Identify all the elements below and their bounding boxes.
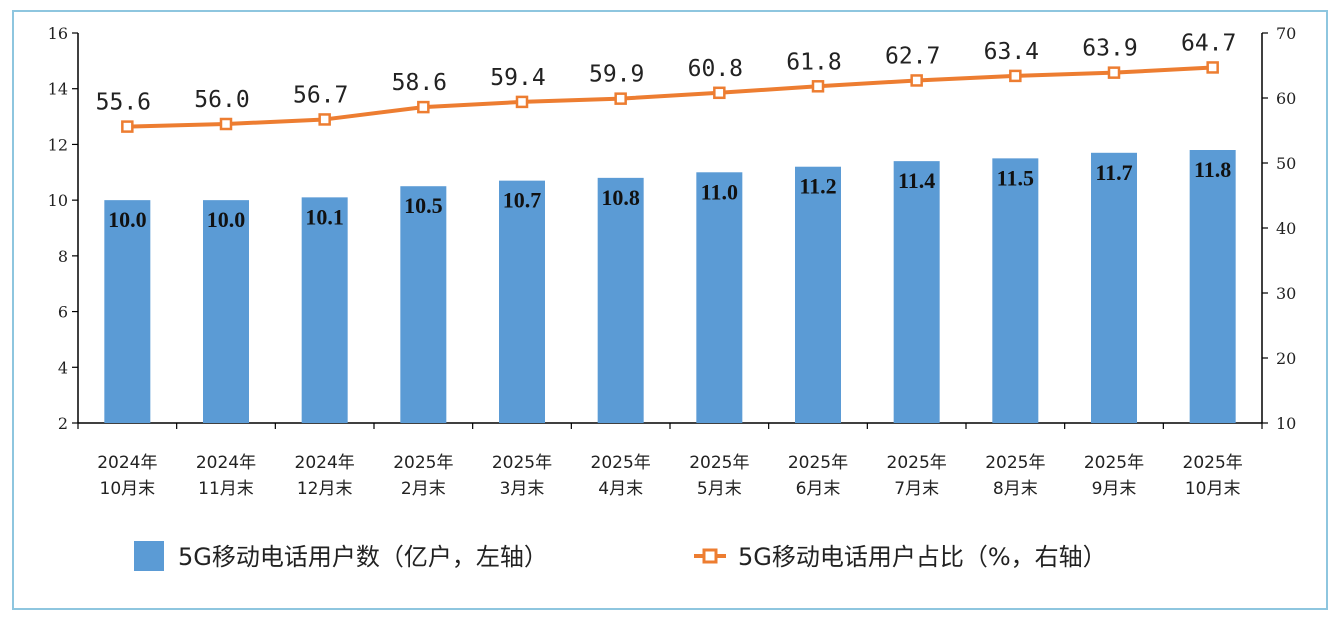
category-label-year: 2025年 (689, 453, 749, 473)
legend: 5G移动电话用户数（亿户，左轴） 5G移动电话用户占比（%，右轴） (134, 541, 1107, 571)
line-point (219, 117, 233, 131)
bar (893, 161, 940, 423)
category-label-month: 10月末 (1185, 479, 1241, 499)
line-path (127, 65, 1213, 129)
right-tick-label: 30 (1276, 284, 1296, 303)
bar-value-label: 11.7 (1095, 160, 1132, 185)
bar (597, 177, 644, 423)
line-point (811, 80, 825, 93)
category-label-month: 5月末 (697, 479, 742, 499)
line-value-label: 61.8 (786, 49, 841, 75)
line-point (515, 95, 529, 109)
category-label-year: 2024年 (295, 453, 355, 473)
category-label-month: 7月末 (894, 479, 939, 499)
right-tick-label: 60 (1276, 89, 1296, 108)
line-value-label: 59.9 (589, 62, 644, 88)
bar (203, 200, 249, 423)
data-labels: 10.0 10.0 10.1 10.5 10.7 10.8 11.0 11.2 11.4 11.5… (96, 30, 1237, 232)
category-label-year: 2025年 (887, 453, 947, 473)
right-tick-label: 10 (1276, 414, 1296, 433)
bars (104, 150, 1236, 424)
right-tick-label: 70 (1276, 24, 1296, 43)
bar-value-label: 10.8 (601, 185, 640, 210)
left-tick-label: 4 (58, 358, 68, 377)
category-label-month: 9月末 (1092, 479, 1137, 499)
category-label-month: 2月末 (401, 479, 446, 499)
left-tick-label: 16 (48, 24, 68, 43)
line-value-label: 63.4 (984, 39, 1039, 65)
bar (696, 172, 743, 423)
category-label-month: 10月末 (100, 479, 156, 499)
category-label-month: 11月末 (198, 479, 254, 499)
line-value-label: 60.8 (688, 56, 743, 82)
bar (400, 186, 447, 423)
line-value-label: 63.9 (1082, 36, 1137, 62)
line-point (713, 86, 726, 100)
axes: 2 4 6 8 10 12 14 16 10 20 30 40 50 60 70 2024年 10月末 2024年… (48, 24, 1297, 499)
line-value-label: 55.6 (96, 90, 151, 116)
bar-value-label: 10.5 (404, 193, 443, 218)
line-point (1009, 69, 1022, 83)
line-point (614, 92, 627, 105)
line-point (910, 74, 923, 87)
left-tick-label: 14 (48, 80, 68, 99)
line-value-label: 59.4 (490, 65, 545, 91)
category-label-month: 12月末 (297, 479, 353, 499)
bar-value-label: 11.2 (799, 174, 836, 199)
category-label-year: 2025年 (1084, 453, 1144, 473)
category-label-year: 2024年 (196, 453, 256, 473)
bar-value-label: 10.0 (108, 207, 147, 232)
right-tick-label: 20 (1276, 349, 1296, 368)
bar (1091, 152, 1137, 424)
bar-value-label: 11.8 (1194, 157, 1231, 182)
bar (499, 180, 545, 423)
legend-bar-swatch (134, 541, 164, 571)
category-label-year: 2025年 (492, 453, 552, 473)
legend-line-label: 5G移动电话用户占比（%，右轴） (738, 543, 1107, 571)
bar-value-label: 11.4 (898, 168, 935, 193)
line-value-label: 56.7 (293, 82, 348, 108)
right-tick-label: 40 (1276, 219, 1296, 238)
line-point (1206, 61, 1219, 74)
category-label-month: 6月末 (796, 479, 841, 499)
category-label-year: 2025年 (393, 453, 453, 473)
bar-value-label: 11.5 (997, 165, 1034, 190)
category-label-year: 2024年 (97, 453, 157, 473)
line-value-label: 58.6 (392, 70, 447, 96)
line-value-label: 56.0 (194, 87, 249, 113)
right-tick-label: 50 (1276, 154, 1296, 173)
left-tick-label: 2 (58, 414, 68, 433)
line-point (417, 100, 430, 114)
legend-line-marker (702, 548, 718, 564)
category-label-year: 2025年 (1183, 453, 1243, 473)
line-value-label: 62.7 (885, 43, 940, 69)
category-label-month: 8月末 (993, 479, 1038, 499)
line-value-label: 64.7 (1181, 30, 1236, 56)
bar-value-label: 11.0 (701, 179, 738, 204)
bar (992, 158, 1039, 423)
bar-value-label: 10.1 (305, 204, 344, 229)
left-tick-label: 10 (48, 191, 68, 210)
category-label-month: 3月末 (500, 479, 545, 499)
left-tick-label: 12 (48, 135, 68, 154)
left-tick-label: 8 (58, 247, 68, 266)
line-series (121, 61, 1219, 133)
category-label-year: 2025年 (591, 453, 651, 473)
legend-bar-label: 5G移动电话用户数（亿户，左轴） (178, 543, 548, 571)
line-point (1107, 66, 1121, 79)
category-label-year: 2025年 (985, 453, 1045, 473)
bar (795, 166, 841, 423)
bar (1189, 150, 1236, 423)
bar-value-label: 10.0 (207, 207, 246, 232)
line-point (318, 113, 331, 126)
bar (301, 197, 348, 423)
bar (104, 200, 151, 423)
category-label-month: 4月末 (598, 479, 643, 499)
left-tick-label: 6 (58, 303, 68, 322)
line-point (121, 120, 134, 133)
category-label-year: 2025年 (788, 453, 848, 473)
bar-value-label: 10.7 (503, 188, 542, 213)
